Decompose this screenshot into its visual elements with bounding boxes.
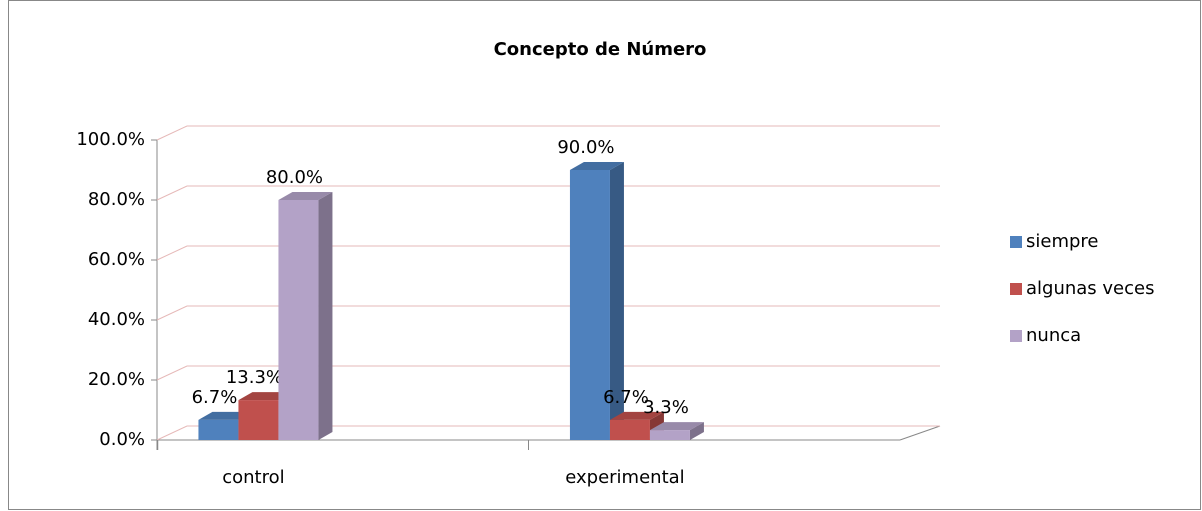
bar [198,419,239,440]
grid-line [156,305,940,321]
y-tick-label: 0.0% [99,429,145,450]
legend-swatch [1010,283,1022,295]
y-tick-label: 20.0% [88,369,145,390]
x-tick-label: experimental [565,467,684,488]
value-label: 13.3% [226,367,283,388]
y-tick-label: 80.0% [88,189,145,210]
bar [609,419,650,440]
bar-top [609,411,664,420]
value-label: 6.7% [192,387,238,408]
value-label: 6.7% [603,387,649,408]
bar-top [649,422,704,431]
bar [278,200,319,440]
bar-top [569,162,624,170]
floor-right [899,425,941,441]
grid-line [156,365,940,381]
grid-line [156,185,940,201]
legend-swatch [1010,330,1022,342]
bar-side [318,192,333,440]
y-tick-label: 100.0% [76,129,145,150]
bar [238,400,279,440]
y-tick-label: 60.0% [88,249,145,270]
legend-label: algunas veces [1026,278,1154,299]
y-tick-label: 40.0% [88,309,145,330]
bar-side [609,162,624,440]
x-tick-label: control [222,467,284,488]
grid-line [156,125,940,141]
legend-label: nunca [1026,325,1081,346]
chart-title: Concepto de Número [494,39,707,60]
bar-side [689,422,704,440]
value-label: 3.3% [643,397,689,418]
legend-swatch [1010,236,1022,248]
legend-label: siempre [1026,231,1099,252]
value-label: 90.0% [557,137,614,158]
grid-line [156,245,940,261]
value-label: 80.0% [266,167,323,188]
bar-top [278,192,333,200]
bar [569,170,610,440]
bar [649,430,690,440]
